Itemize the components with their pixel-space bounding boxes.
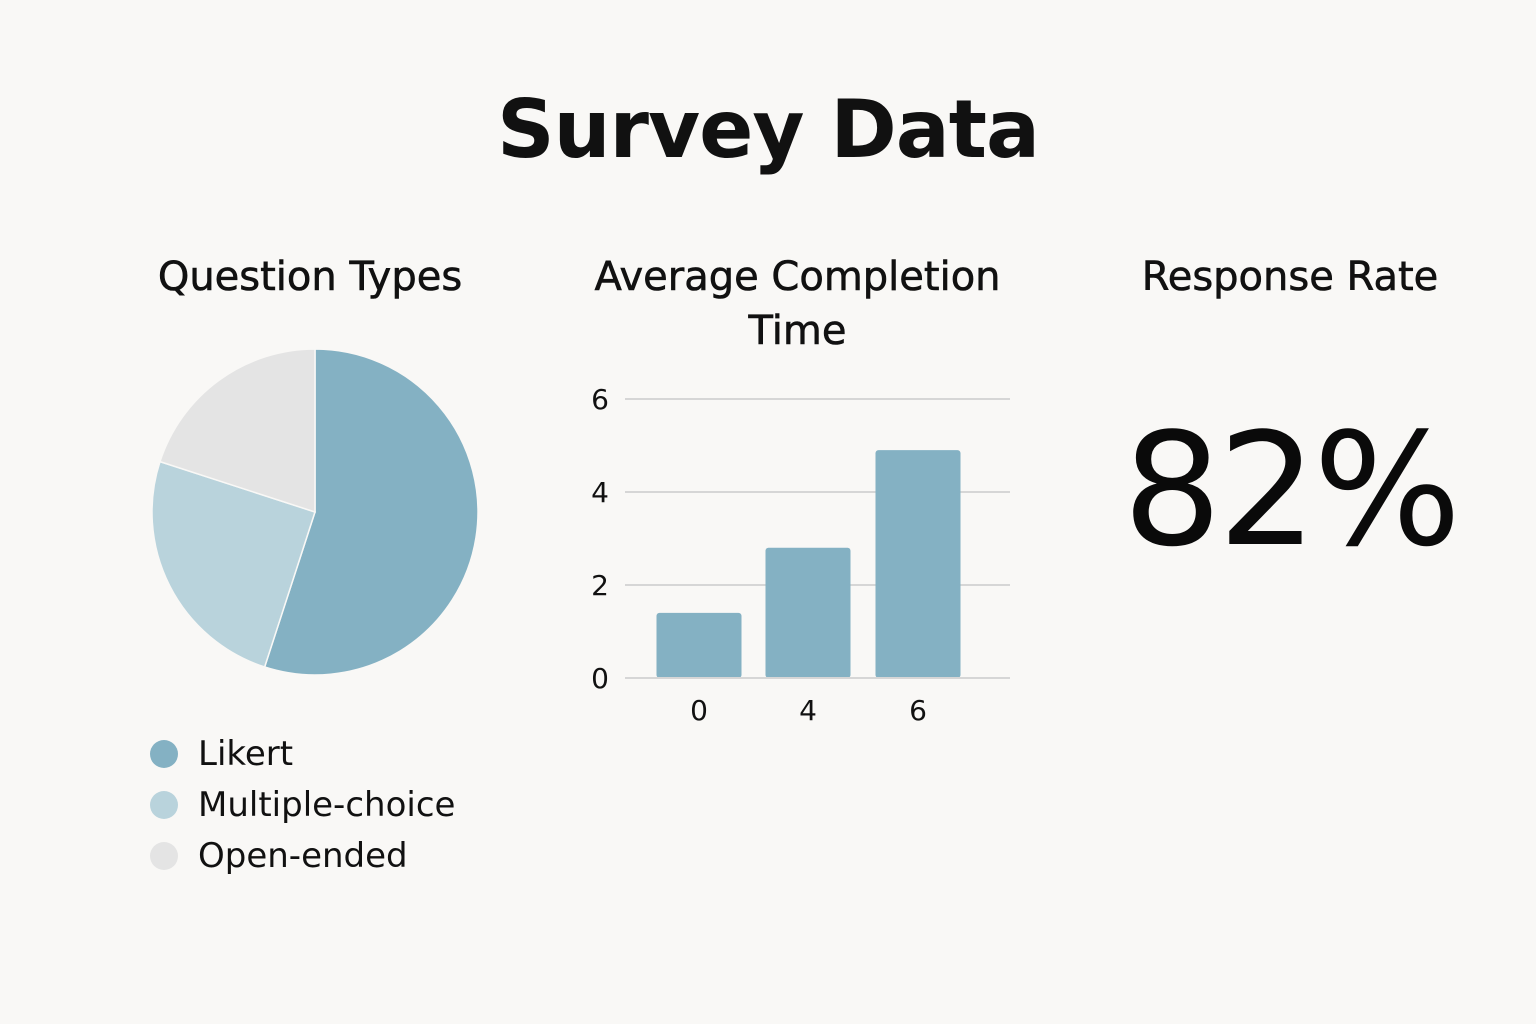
legend-item-likert: Likert bbox=[150, 728, 455, 779]
x-tick-label: 0 bbox=[690, 694, 708, 727]
average-completion-time-bar-chart: 0 2 4 6 0 4 6 bbox=[591, 383, 1010, 727]
page-title: Survey Data bbox=[496, 83, 1040, 176]
bar-0 bbox=[656, 612, 742, 678]
pie-slice-likert bbox=[263, 348, 479, 676]
x-tick-label: 4 bbox=[799, 694, 817, 727]
y-tick-label: 6 bbox=[591, 383, 609, 416]
y-tick-label: 0 bbox=[591, 662, 609, 695]
y-tick-label: 2 bbox=[591, 569, 609, 602]
pie-slice-multiple-choice bbox=[151, 460, 316, 668]
legend-swatch-open-ended bbox=[150, 841, 178, 870]
response-rate-title: Response Rate bbox=[1141, 254, 1439, 301]
legend-label-open-ended: Open-ended bbox=[198, 835, 408, 876]
legend-label-multiple-choice: Multiple-choice bbox=[198, 784, 456, 825]
question-types-title: Question Types bbox=[157, 254, 463, 301]
legend-swatch-multiple-choice bbox=[150, 790, 178, 819]
average-completion-time-title: Average Completion Time bbox=[594, 254, 1001, 355]
pie-slice-open-ended bbox=[159, 348, 316, 514]
question-types-pie-chart bbox=[151, 348, 479, 676]
bar-6 bbox=[875, 450, 961, 678]
legend-item-open-ended: Open-ended bbox=[150, 830, 455, 881]
y-tick-label: 4 bbox=[591, 476, 609, 509]
bar-4 bbox=[765, 547, 851, 678]
legend-label-likert: Likert bbox=[198, 733, 294, 774]
x-tick-label: 6 bbox=[909, 694, 927, 727]
legend-item-multiple-choice: Multiple-choice bbox=[150, 779, 455, 830]
question-types-legend: Likert Multiple-choice Open-ended bbox=[150, 728, 455, 881]
legend-swatch-likert bbox=[150, 739, 178, 768]
response-rate-value: 82% bbox=[1122, 399, 1462, 581]
